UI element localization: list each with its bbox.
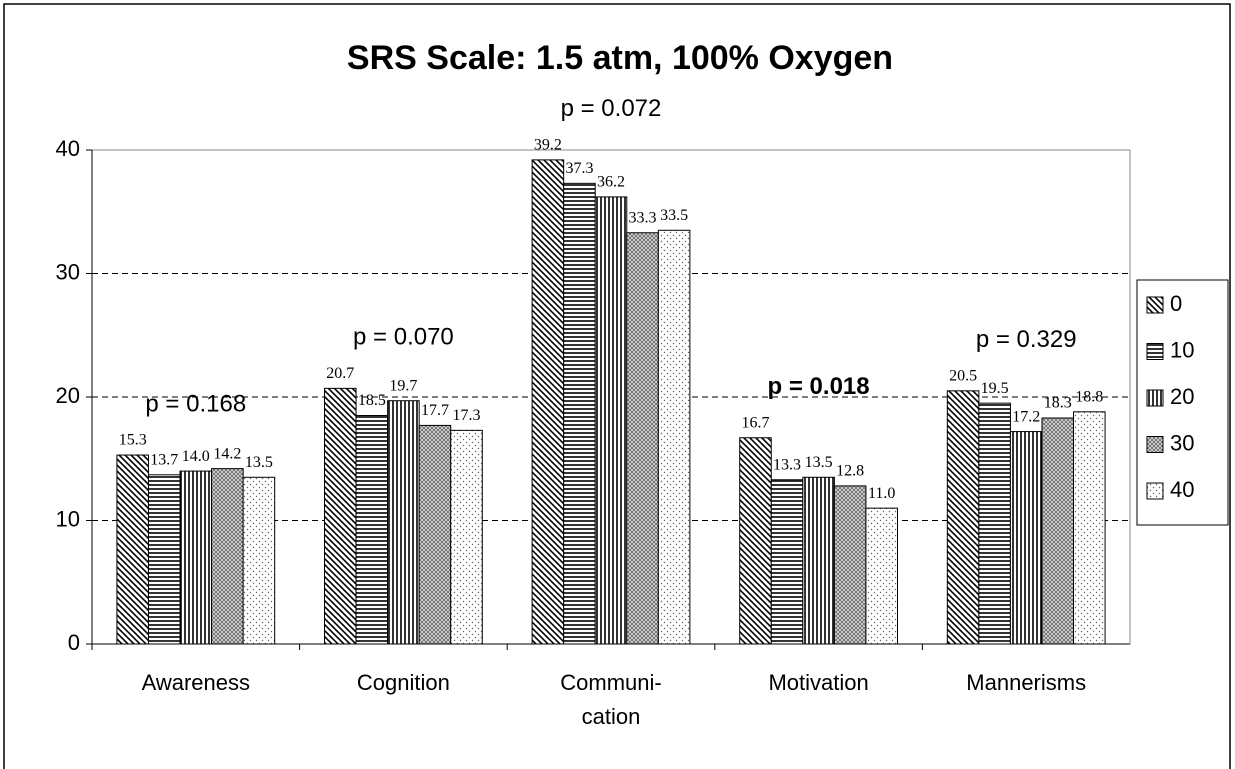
annotation: p = 0.018: [768, 373, 870, 400]
bar: [1041, 417, 1075, 645]
y-tick-label: 40: [56, 136, 80, 161]
value-label: 17.2: [1012, 408, 1040, 425]
bar: [594, 196, 628, 645]
legend-label: 10: [1170, 337, 1194, 362]
value-label: 16.7: [741, 414, 769, 431]
bar: [418, 424, 452, 645]
legend-label: 20: [1170, 384, 1194, 409]
chart-title: SRS Scale: 1.5 atm, 100% Oxygen: [347, 39, 893, 77]
annotation: p = 0.329: [976, 326, 1077, 353]
value-label: 13.5: [245, 454, 273, 471]
x-tick-label: Communi-cation: [560, 670, 661, 729]
y-tick-label: 10: [56, 506, 80, 531]
annotation: p = 0.070: [353, 324, 454, 351]
bar: [211, 468, 244, 645]
value-label: 17.7: [421, 402, 449, 419]
value-label: 12.8: [836, 463, 864, 480]
value-label: 37.3: [565, 160, 593, 177]
value-label: 15.3: [119, 432, 147, 449]
bar: [116, 454, 149, 645]
value-label: 39.2: [534, 137, 562, 154]
bar: [770, 479, 804, 645]
bar: [450, 429, 483, 645]
value-label: 18.8: [1075, 388, 1103, 405]
x-tick-label: Motivation: [768, 670, 868, 695]
bar: [978, 402, 1011, 645]
value-label: 36.2: [597, 174, 625, 191]
value-label: 17.3: [453, 407, 481, 424]
value-label: 19.7: [389, 377, 417, 394]
bar: [563, 182, 596, 645]
bar: [802, 476, 835, 645]
legend-label: 0: [1170, 291, 1182, 316]
value-label: 14.2: [213, 445, 241, 462]
bar: [865, 507, 898, 645]
annotation: p = 0.072: [561, 95, 662, 122]
bar: [355, 415, 389, 645]
legend-swatch: [1146, 436, 1164, 453]
x-tick-label: Awareness: [142, 670, 250, 695]
bar: [946, 390, 980, 645]
value-label: 11.0: [868, 485, 895, 502]
x-tick-label: Cognition: [357, 670, 450, 695]
legend-label: 30: [1170, 430, 1194, 455]
y-tick-label: 20: [56, 383, 80, 408]
bar: [739, 437, 772, 645]
value-label: 18.3: [1044, 395, 1072, 412]
bar: [626, 232, 659, 645]
value-label: 13.7: [150, 451, 178, 468]
bar: [833, 485, 867, 645]
bar: [1009, 431, 1043, 645]
bar: [324, 387, 357, 645]
annotation: p = 0.168: [145, 390, 246, 417]
value-label: 13.5: [805, 454, 833, 471]
legend-swatch: [1146, 343, 1164, 360]
bar: [387, 400, 420, 645]
value-label: 33.5: [660, 207, 688, 224]
y-tick-label: 0: [68, 630, 80, 655]
legend-swatch: [1146, 482, 1164, 500]
value-label: 14.0: [182, 448, 210, 465]
bar: [1073, 411, 1106, 645]
value-label: 20.5: [949, 367, 977, 384]
x-tick-label: Mannerisms: [966, 670, 1086, 695]
bar: [531, 159, 565, 645]
value-label: 18.5: [358, 392, 386, 409]
value-label: 13.3: [773, 456, 801, 473]
frame: [3, 3, 1231, 769]
legend-swatch: [1146, 389, 1164, 407]
value-label: 19.5: [981, 380, 1009, 397]
bar: [147, 474, 181, 645]
bar: [657, 229, 691, 645]
bar: [242, 476, 276, 645]
value-label: 20.7: [326, 365, 354, 382]
value-label: 33.3: [629, 209, 657, 226]
y-tick-label: 30: [56, 259, 80, 284]
legend-label: 40: [1170, 477, 1194, 502]
bar: [179, 470, 213, 645]
legend-swatch: [1146, 296, 1164, 314]
